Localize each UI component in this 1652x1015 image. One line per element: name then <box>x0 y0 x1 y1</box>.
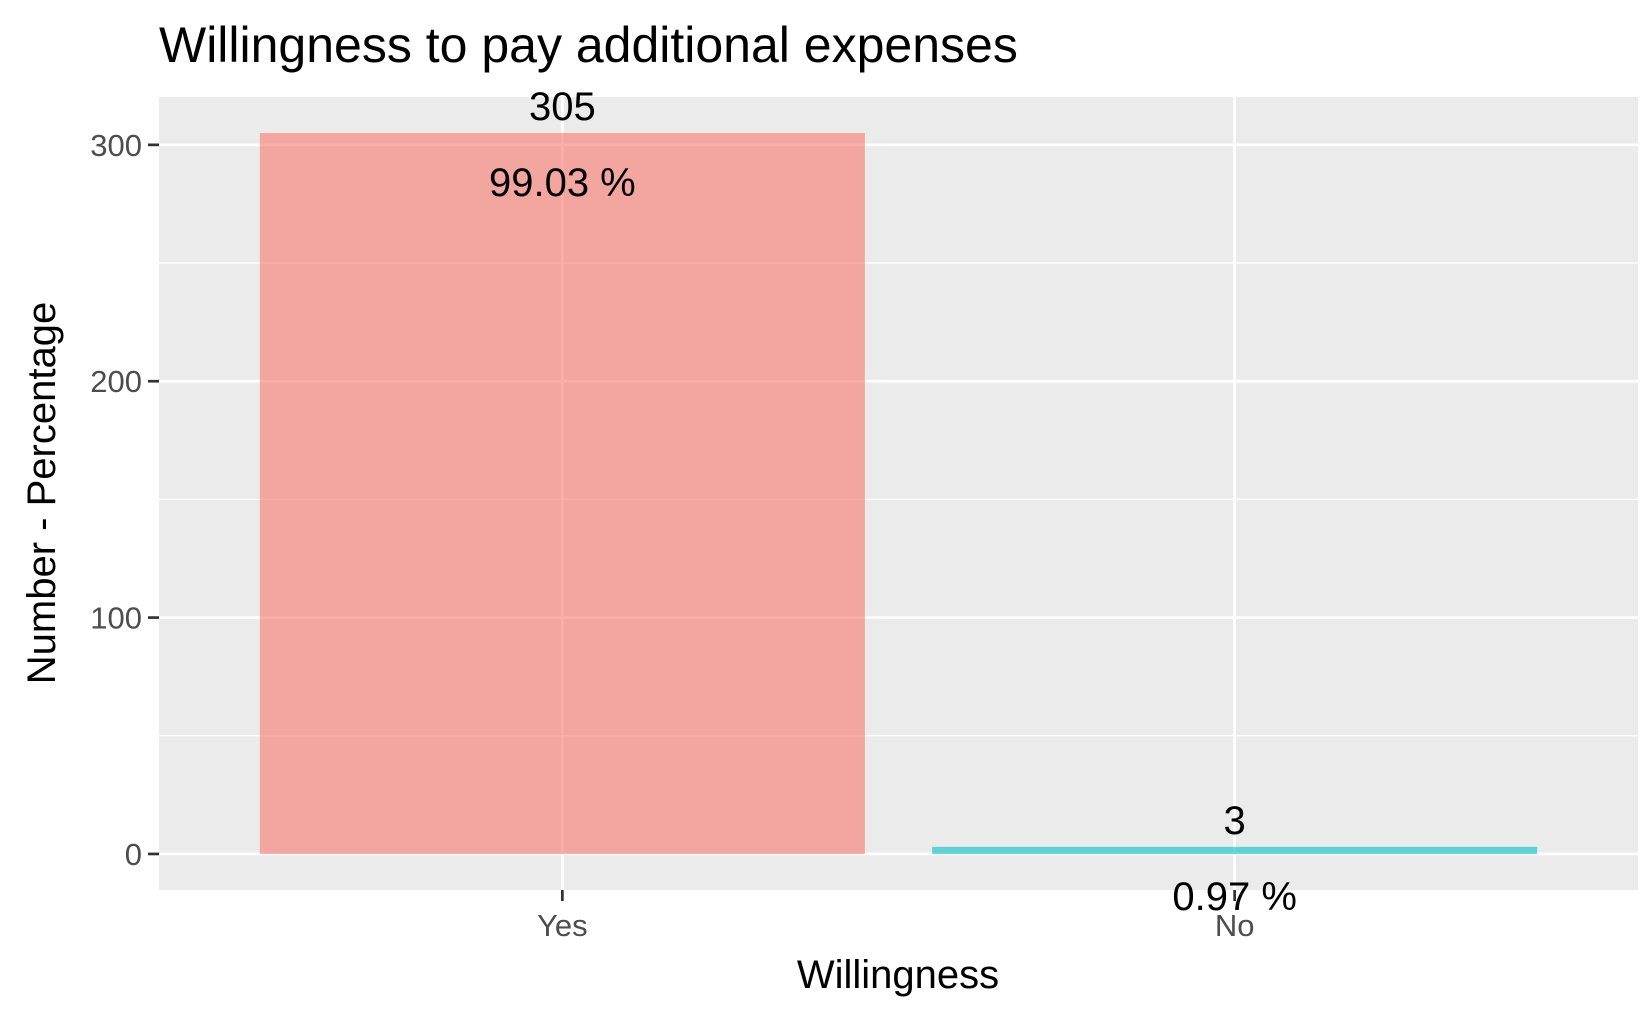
chart-title: Willingness to pay additional expenses <box>159 17 1018 73</box>
x-tick-label: No <box>1215 908 1255 943</box>
y-tick-label: 100 <box>90 601 142 636</box>
tick-labels: 0 100 200 300 Yes No <box>90 128 1254 943</box>
percent-label: 0.97 % <box>1172 875 1297 919</box>
y-tick-label: 200 <box>90 364 142 399</box>
bar-yes <box>259 133 865 854</box>
y-tick-label: 0 <box>125 837 142 872</box>
bars <box>259 133 1538 854</box>
x-tick-label: Yes <box>537 908 588 943</box>
percent-label: 99.03 % <box>489 161 636 205</box>
x-axis-title: Willingness <box>797 953 999 997</box>
count-label: 3 <box>1224 799 1246 843</box>
bar-no <box>932 846 1538 854</box>
axis-ticks <box>148 143 1236 901</box>
data-labels: 305 99.03 % 3 0.97 % <box>489 85 1297 919</box>
y-axis-title: Number - Percentage <box>20 302 64 684</box>
y-tick-label: 300 <box>90 128 142 163</box>
count-label: 305 <box>529 85 596 129</box>
